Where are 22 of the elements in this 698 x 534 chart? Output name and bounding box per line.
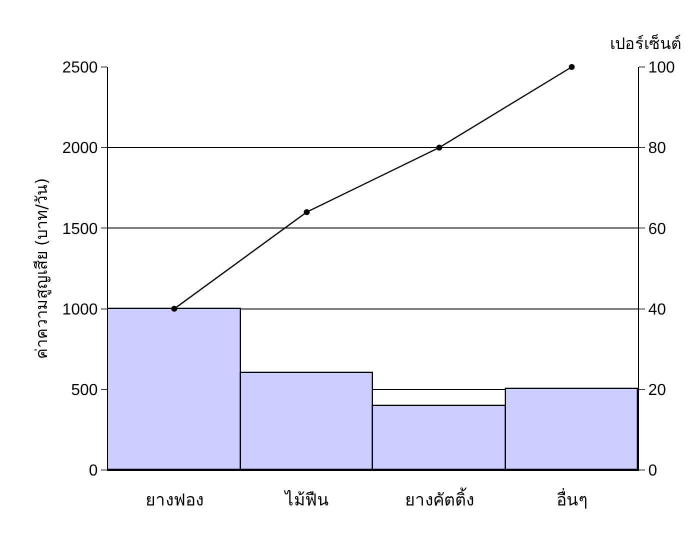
y2-tick-label: 40 bbox=[648, 301, 666, 318]
point bbox=[436, 144, 442, 151]
x-tick-label: ไม้ฟืน bbox=[282, 489, 329, 510]
y-tick-label: 2500 bbox=[62, 60, 98, 77]
x-tick-label: อื่นๆ bbox=[556, 487, 588, 510]
point bbox=[304, 209, 310, 216]
y2-tick-label: 80 bbox=[648, 140, 666, 158]
y-axis-title: ค่าความสูญเสีย (บาท/วัน) bbox=[32, 178, 52, 359]
x-tick-label: ยางฟอง bbox=[145, 490, 204, 510]
y-tick-label: 0 bbox=[88, 462, 98, 480]
y-tick-label: 1500 bbox=[62, 220, 98, 238]
point bbox=[568, 64, 575, 70]
y-tick-label: 1000 bbox=[62, 301, 98, 318]
y2-tick-label: 20 bbox=[648, 382, 666, 399]
y2-tick-label: 0 bbox=[648, 462, 658, 480]
y2-axis-title: เปอร์เซ็นต์ bbox=[610, 33, 681, 53]
y2-tick-label: 60 bbox=[648, 220, 666, 238]
y-tick-label: 2000 bbox=[62, 140, 98, 158]
point bbox=[171, 306, 178, 312]
y2-tick-label: 100 bbox=[648, 60, 675, 77]
x-tick-label: ยางคัตติ้ง bbox=[404, 487, 474, 510]
y-tick-label: 500 bbox=[71, 382, 98, 399]
